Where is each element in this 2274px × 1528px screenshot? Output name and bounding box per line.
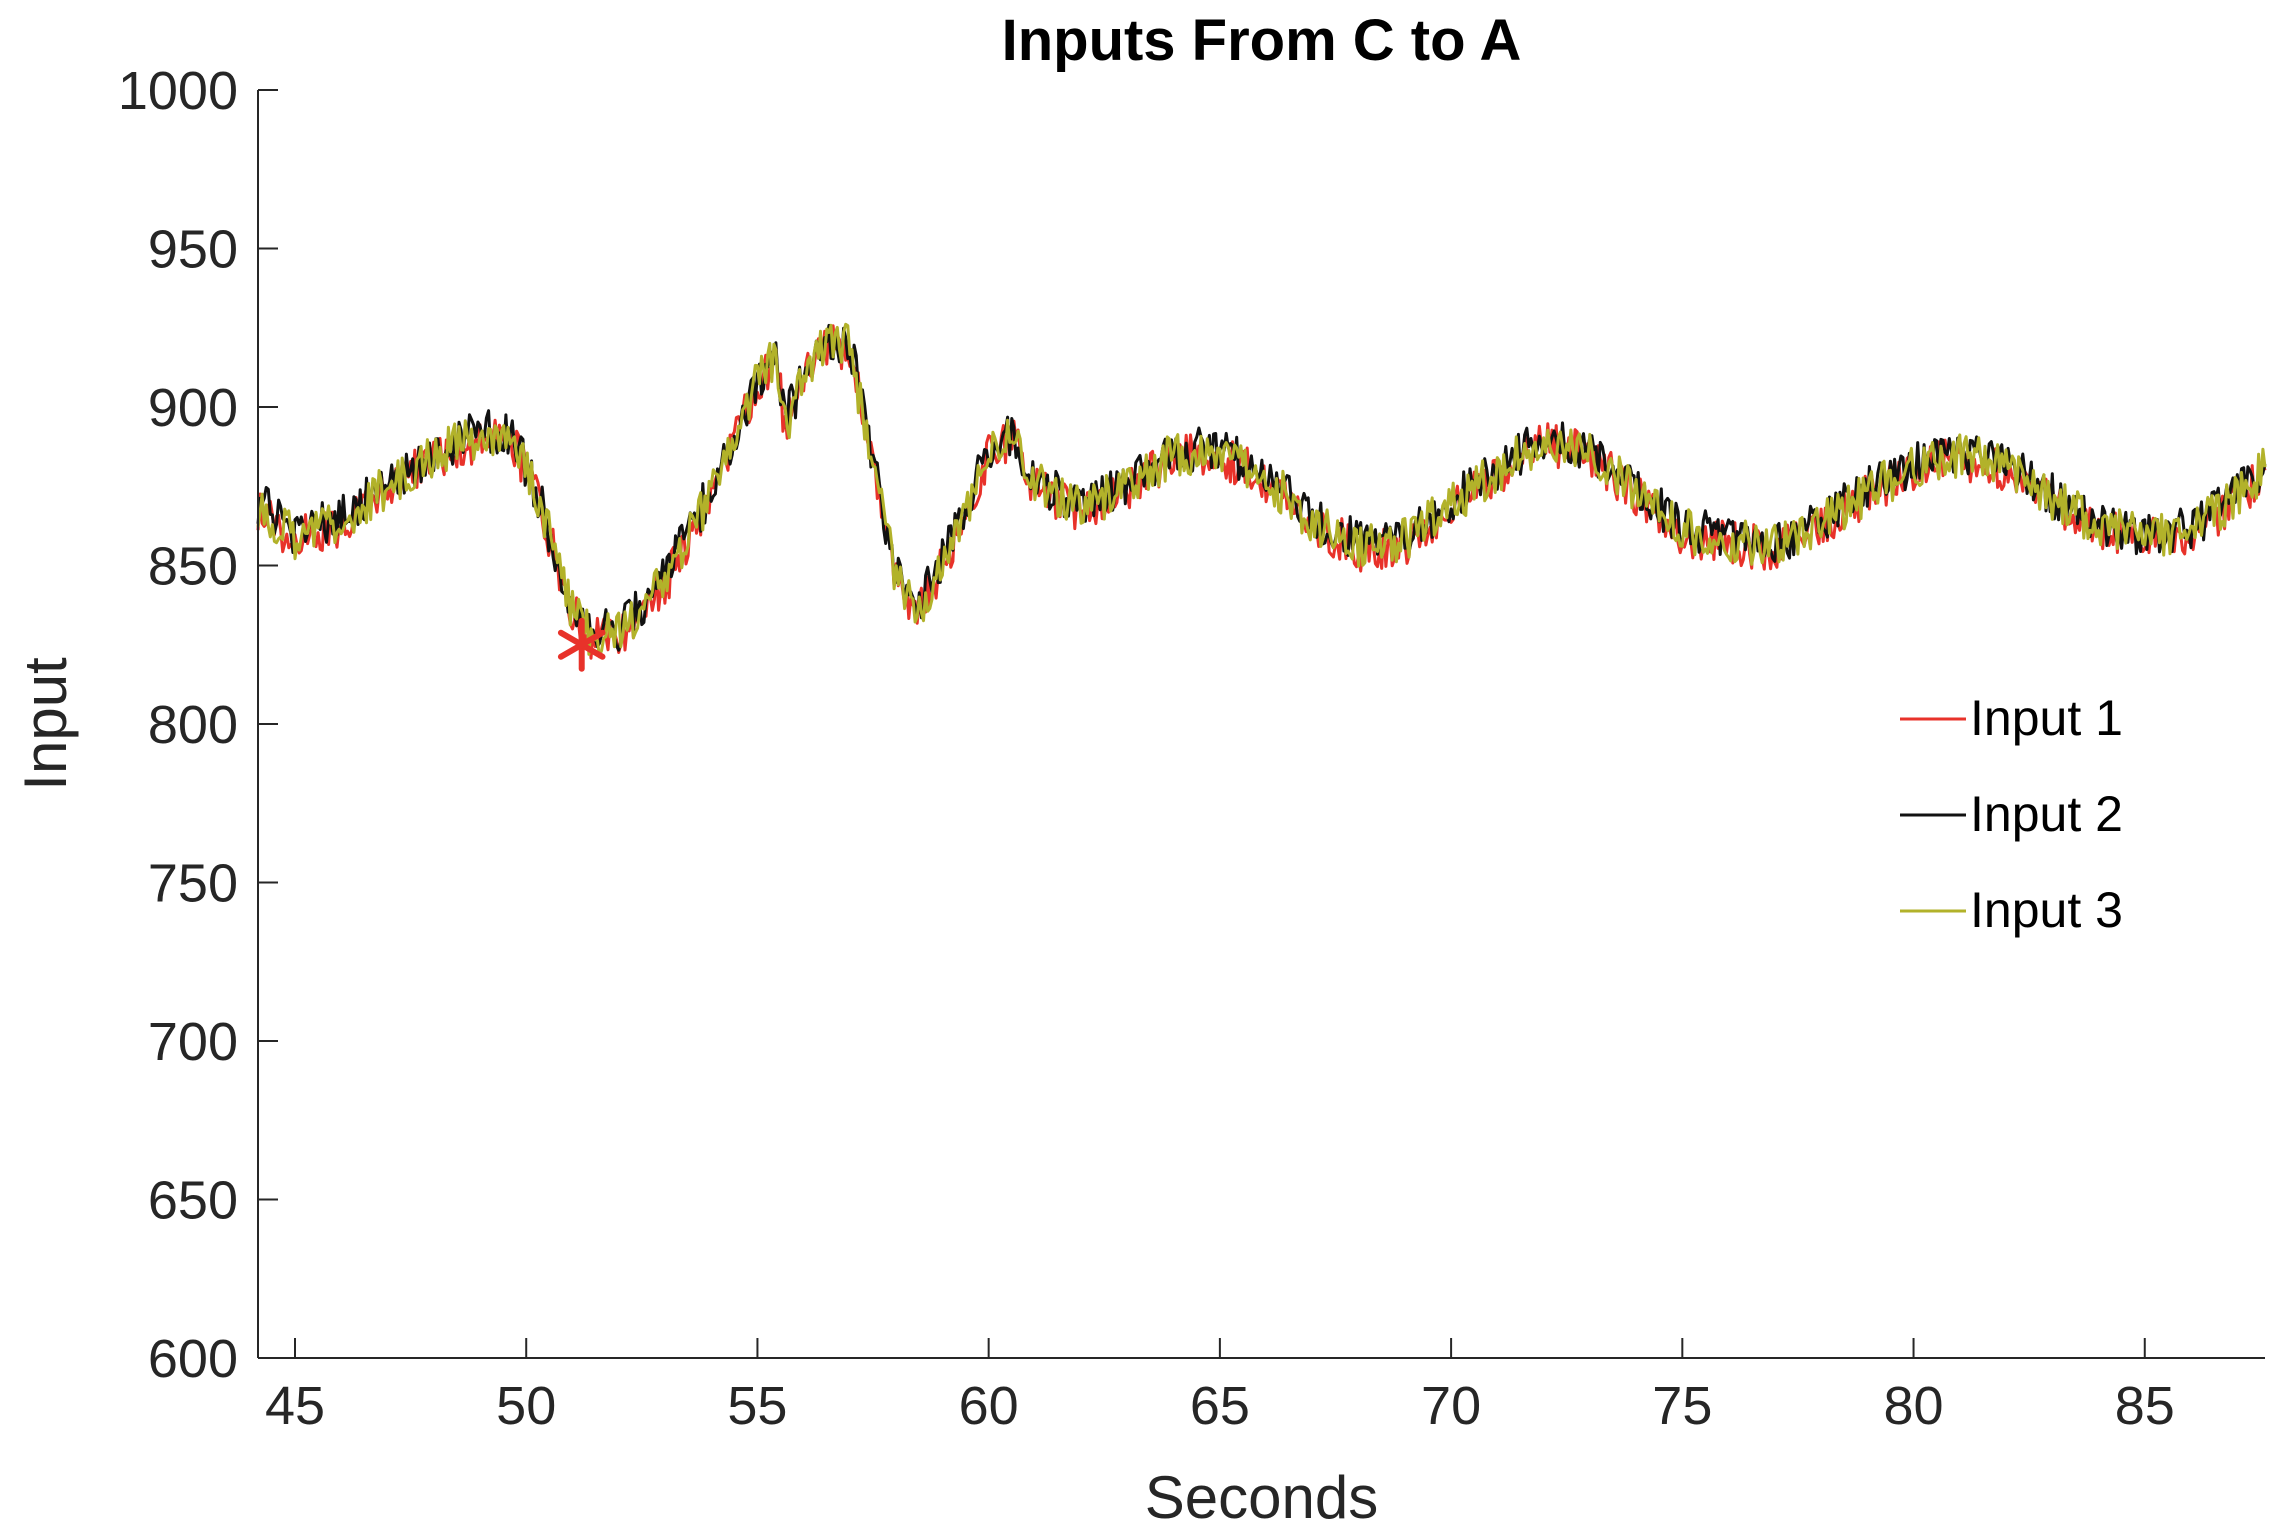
y-tick-label: 650 <box>148 1171 238 1231</box>
y-tick-label: 950 <box>148 220 238 280</box>
x-tick-label: 75 <box>1652 1376 1712 1436</box>
x-tick-label: 55 <box>727 1376 787 1436</box>
x-axis-label: Seconds <box>1145 1464 1379 1528</box>
plot-area <box>256 322 2267 672</box>
y-tick-label: 700 <box>148 1012 238 1072</box>
y-tick-label: 850 <box>148 537 238 597</box>
asterisk-marker <box>557 617 606 672</box>
x-tick-label: 65 <box>1190 1376 1250 1436</box>
y-tick-label: 600 <box>148 1329 238 1389</box>
x-tick-label: 80 <box>1884 1376 1944 1436</box>
x-tick-label: 50 <box>496 1376 556 1436</box>
y-tick-label: 800 <box>148 695 238 755</box>
marker-layer <box>557 617 606 672</box>
x-tick-label: 45 <box>265 1376 325 1436</box>
chart-title: Inputs From C to A <box>1002 8 1522 73</box>
legend: Input 1 Input 2 Input 3 <box>1900 690 2123 938</box>
y-tick-label: 900 <box>148 378 238 438</box>
y-tick-label: 1000 <box>118 61 238 121</box>
series-line-2 <box>256 323 2267 652</box>
x-tick-label: 60 <box>959 1376 1019 1436</box>
y-tick-label: 750 <box>148 854 238 914</box>
series-line-1 <box>256 324 2267 660</box>
series-layer <box>256 322 2267 660</box>
legend-label-1: Input 1 <box>1970 690 2123 746</box>
legend-label-2: Input 2 <box>1970 786 2123 842</box>
axes: 45 50 55 60 65 70 75 80 85 600 650 700 750 800 850 900 9… <box>118 61 2265 1436</box>
y-axis-label: Input <box>12 657 79 791</box>
legend-label-3: Input 3 <box>1970 882 2123 938</box>
x-tick-label: 85 <box>2115 1376 2175 1436</box>
x-tick-label: 70 <box>1421 1376 1481 1436</box>
